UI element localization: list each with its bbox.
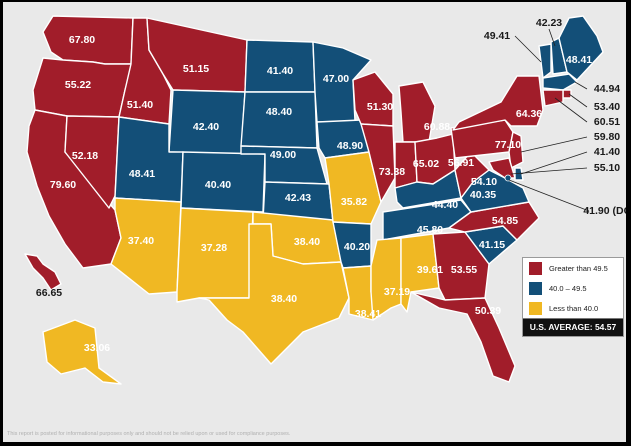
state-value-oh: 56.91 [448,157,474,169]
state-value-il: 73.38 [379,166,405,178]
leader-line-ct [554,97,588,123]
legend-label-high: Greater than 49.5 [549,263,608,273]
state-value-fl: 50.39 [475,305,501,317]
legend-swatch-high [529,261,542,275]
state-value-va: 40.35 [470,189,496,201]
state-ma [542,73,578,91]
state-ct [542,89,564,107]
state-value-id: 51.40 [127,99,153,111]
state-ak [42,319,122,385]
state-value-sd: 48.40 [266,106,292,118]
state-value-ny: 64.36 [516,108,542,120]
state-value-ky: 44.40 [432,199,458,211]
legend-label-low: Less than 40.0 [549,303,599,313]
leader-line-md [510,167,588,175]
legend-item-mid: 40.0 – 49.5 [523,278,623,298]
state-value-ar: 40.20 [344,241,370,253]
us-states-map: 67.80 55.22 79.60 52.18 51.40 51.15 42.40 48.41… [24,15,626,385]
us-average-label: U.S. AVERAGE: 54.57 [523,318,623,336]
leader-line-ma [574,81,588,90]
state-value-mn: 47.00 [323,73,349,85]
state-me [558,15,604,81]
state-value-tn: 45.80 [417,224,443,236]
state-value-az: 37.40 [128,235,154,247]
state-sd [240,91,318,149]
state-tx [198,223,350,365]
state-hi [24,253,62,291]
leader-line-nj [520,136,588,153]
state-ri [562,89,572,99]
state-value-nc: 54.85 [492,215,518,227]
legend-swatch-low [529,301,542,315]
disclaimer-text: This report is posted for informational … [7,431,291,437]
state-value-md: 55.10 [594,162,620,174]
state-value-tx: 38.40 [271,293,297,305]
state-value-de: 41.40 [594,146,620,158]
leader-line-dc [508,179,590,212]
state-wi [352,71,394,127]
state-value-nj: 59.80 [594,131,620,143]
state-value-hi: 66.65 [36,287,62,299]
state-value-wv: 54.10 [471,176,497,188]
state-value-la: 38.41 [355,308,381,320]
leader-line-de [520,151,588,175]
state-value-nv: 52.18 [72,150,98,162]
leader-line-nh [548,28,556,47]
state-value-ct: 60.51 [594,116,620,128]
legend-label-mid: 40.0 – 49.5 [549,283,587,293]
state-value-pa: 77.10 [495,139,521,151]
state-vt [538,43,552,79]
state-dc [504,174,512,182]
legend-item-low: Less than 40.0 [523,298,623,318]
state-value-ok: 38.40 [294,236,320,248]
state-value-nh: 42.23 [536,17,562,29]
state-ny [452,75,544,131]
state-nv [64,115,120,209]
state-mi [398,81,436,143]
state-value-ma: 44.94 [594,83,620,95]
state-value-nd: 41.40 [267,65,293,77]
state-value-dc: 41.90 (DC) [583,205,626,217]
state-value-wi: 51.30 [367,101,393,113]
state-value-ne: 49.00 [270,149,296,161]
leader-line-ri [568,93,588,108]
state-il [360,123,396,203]
state-value-co: 40.40 [205,179,231,191]
state-value-ut: 48.41 [129,168,155,180]
leader-line-vt [514,35,542,63]
state-value-sc: 41.15 [479,239,505,251]
state-value-nm: 37.28 [201,242,227,254]
state-fl [410,291,516,383]
state-value-wy: 42.40 [193,121,219,133]
states-layer [24,15,604,385]
state-value-me: 48.41 [566,54,592,66]
legend-item-high: Greater than 49.5 [523,258,623,278]
state-value-al: 39.61 [417,264,443,276]
state-value-wa: 67.80 [69,34,95,46]
legend: Greater than 49.5 40.0 – 49.5 Less than … [522,257,624,337]
state-value-ca: 79.60 [50,179,76,191]
legend-swatch-mid [529,281,542,295]
state-value-or: 55.22 [65,79,91,91]
state-value-in: 65.02 [413,158,439,170]
state-value-vt: 49.41 [484,30,510,42]
state-value-ri: 53.40 [594,101,620,113]
state-value-ks: 42.43 [285,192,311,204]
state-value-ga: 53.55 [451,264,477,276]
state-value-ak: 33.06 [84,342,110,354]
state-value-ia: 48.90 [337,140,363,152]
state-value-ms: 37.19 [384,286,410,298]
state-value-mo: 35.82 [341,196,367,208]
state-nm [176,207,254,303]
state-value-mi: 60.88 [424,121,450,133]
state-value-mt: 51.15 [183,63,209,75]
map-panel: 67.80 55.22 79.60 52.18 51.40 51.15 42.40 48.41… [3,2,626,442]
